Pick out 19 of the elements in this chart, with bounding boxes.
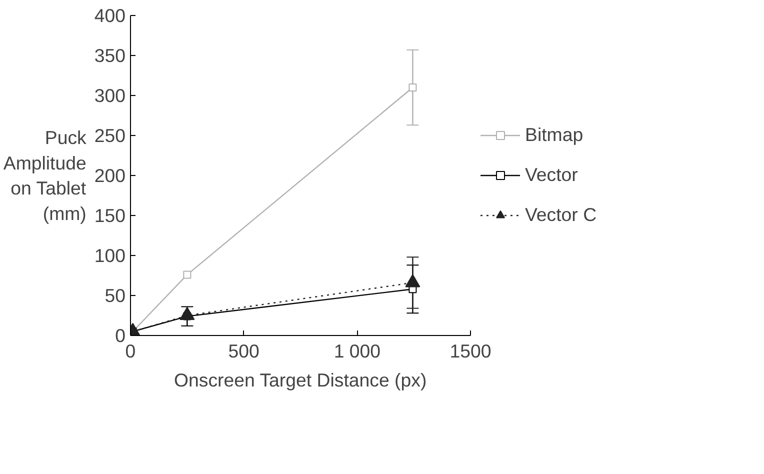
y-tick-label: 100: [94, 245, 126, 266]
y-tick-label: 250: [94, 125, 126, 146]
y-tick-label: 200: [94, 165, 126, 186]
legend-label: Vector: [525, 164, 578, 186]
y-tick-label: 400: [94, 5, 126, 26]
point: [408, 84, 417, 92]
point: [405, 274, 420, 288]
y-tick-label: 350: [94, 45, 126, 66]
y-tick-label: 150: [94, 205, 126, 226]
y-tick-label: 300: [94, 85, 126, 106]
x-axis-title: Onscreen Target Distance (px): [174, 370, 427, 390]
x-tick-label: 1 000: [334, 340, 381, 362]
y-tick-label: 50: [104, 285, 126, 306]
x-tick-label: 1500: [450, 340, 492, 362]
legend-label: Bitmap: [525, 124, 584, 146]
legend-label: Vector C: [525, 204, 597, 226]
x-tick-label: 500: [228, 340, 260, 362]
y-tick-label: 0: [115, 325, 126, 346]
y-axis-title: Puck Amplitude on Tablet (mm): [3, 127, 88, 224]
